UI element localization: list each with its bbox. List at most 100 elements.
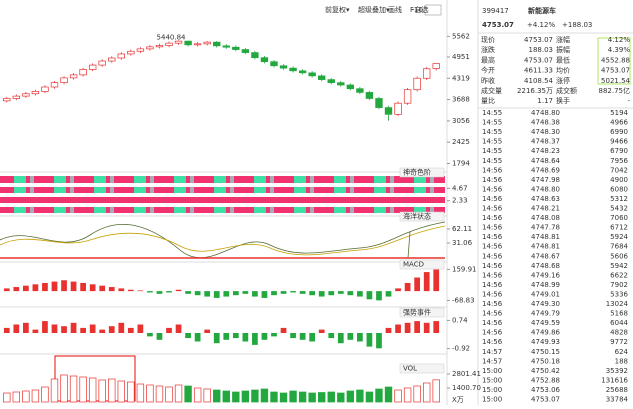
bar bbox=[51, 281, 58, 292]
volume-bar bbox=[98, 379, 106, 403]
candle-body bbox=[318, 75, 326, 80]
tick-price: 4748.63 bbox=[531, 195, 560, 203]
bar bbox=[414, 277, 421, 292]
tick-price: 4748.23 bbox=[531, 147, 560, 155]
bar bbox=[194, 291, 201, 296]
tick-volume: 7042 bbox=[610, 166, 628, 174]
volume-bar bbox=[375, 388, 383, 403]
bar bbox=[166, 327, 172, 333]
y-tick-label: 4319 bbox=[452, 74, 470, 82]
quote-value: 4611.33 bbox=[524, 67, 553, 75]
bar bbox=[147, 291, 153, 293]
toolbar-item[interactable]: 超级叠加▾ bbox=[358, 5, 390, 14]
volume-bar bbox=[394, 389, 402, 403]
tick-price: 4749.01 bbox=[531, 290, 560, 298]
volume-bar bbox=[22, 390, 30, 403]
bar bbox=[232, 333, 239, 339]
tick-volume: 5312 bbox=[610, 195, 628, 203]
y-tick-label: 5562 bbox=[452, 32, 470, 40]
tick-price: 4748.69 bbox=[531, 166, 560, 174]
indicator-line bbox=[0, 221, 446, 259]
y-tick-label: 0.74 bbox=[452, 316, 468, 324]
candle-body bbox=[127, 50, 135, 55]
tick-volume: 5168 bbox=[610, 310, 628, 318]
bar bbox=[242, 291, 249, 294]
unit-label: X万 bbox=[452, 396, 464, 404]
tick-volume: 4900 bbox=[610, 176, 628, 184]
volume-bar bbox=[279, 392, 288, 403]
tick-volume: 5432 bbox=[610, 205, 628, 213]
indicator-label-box bbox=[399, 211, 445, 222]
bar bbox=[156, 333, 163, 340]
bar bbox=[423, 272, 430, 292]
candle-body bbox=[98, 60, 106, 66]
change-pct: +4.12% bbox=[527, 21, 555, 29]
quote-label: 最低 bbox=[556, 55, 570, 64]
bar bbox=[137, 324, 144, 333]
quote-label: 振幅 bbox=[556, 45, 570, 54]
indicator-label-box bbox=[399, 259, 445, 270]
candle-body bbox=[213, 41, 221, 47]
quote-value: 4.12% bbox=[608, 36, 631, 44]
quote-label: 最高 bbox=[481, 55, 495, 64]
tick-price: 4748.68 bbox=[531, 262, 560, 270]
bar bbox=[376, 291, 382, 301]
bar bbox=[127, 289, 134, 292]
tick-time: 14:55 bbox=[482, 109, 502, 117]
volume-bar bbox=[193, 387, 202, 403]
y-tick-label: 2425 bbox=[452, 138, 470, 146]
tick-volume: 6044 bbox=[610, 319, 628, 327]
tick-volume: 13024 bbox=[606, 300, 629, 308]
bar bbox=[423, 322, 430, 333]
tick-price: 4748.38 bbox=[531, 119, 560, 127]
volume-bar bbox=[136, 383, 145, 403]
tick-volume: 7956 bbox=[610, 157, 628, 165]
quote-label: 昨收 bbox=[481, 76, 495, 85]
bar bbox=[261, 291, 268, 298]
toolbar-item[interactable]: -自选 bbox=[412, 5, 429, 14]
candle-body bbox=[289, 67, 297, 72]
volume-bar bbox=[422, 382, 431, 403]
bar bbox=[137, 290, 144, 292]
quote-value: 4753.07 bbox=[524, 56, 553, 64]
bar bbox=[290, 333, 296, 339]
indicator-label: 神奇色阶 bbox=[403, 168, 431, 177]
bar bbox=[328, 333, 335, 339]
volume-bar bbox=[184, 385, 192, 403]
bar bbox=[309, 333, 316, 342]
y-tick-label: 3056 bbox=[452, 117, 470, 125]
bar bbox=[185, 291, 191, 294]
tick-time: 14:56 bbox=[482, 185, 503, 193]
candle-body bbox=[308, 72, 316, 77]
tick-price: 4749.93 bbox=[531, 338, 560, 346]
tick-time: 14:56 bbox=[482, 252, 503, 260]
bar bbox=[404, 282, 411, 292]
indicator-label-box bbox=[399, 307, 445, 318]
volume-bar bbox=[327, 391, 335, 403]
candle-body bbox=[327, 79, 335, 83]
bar bbox=[252, 333, 258, 345]
toolbar-item[interactable]: 前复权▾ bbox=[325, 5, 350, 14]
candle-body bbox=[384, 107, 393, 115]
tick-time: 14:55 bbox=[482, 147, 502, 155]
toolbar-item[interactable]: F10 bbox=[410, 6, 423, 14]
volume-bar bbox=[108, 378, 116, 403]
color-strip bbox=[0, 176, 445, 183]
tick-price: 4748.64 bbox=[531, 157, 560, 165]
tick-price: 4748.81 bbox=[531, 243, 560, 251]
tick-volume: 6080 bbox=[610, 185, 628, 193]
volume-bar bbox=[298, 391, 307, 403]
bar bbox=[347, 333, 354, 340]
quote-value: 1.17 bbox=[537, 97, 553, 105]
tick-time: 14:56 bbox=[482, 214, 503, 222]
volume-bar bbox=[146, 384, 154, 403]
toolbar-item[interactable]: 画线 bbox=[388, 5, 402, 14]
bar bbox=[261, 333, 268, 340]
candle-body bbox=[193, 43, 202, 46]
tick-price: 4749.16 bbox=[531, 271, 560, 279]
tick-volume: 6990 bbox=[610, 128, 628, 136]
window-button[interactable] bbox=[424, 4, 442, 16]
quote-value: 882.75亿 bbox=[599, 86, 631, 95]
tick-price: 4748.67 bbox=[531, 252, 560, 260]
